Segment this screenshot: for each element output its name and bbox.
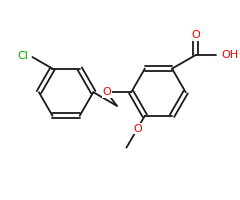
Text: O: O bbox=[134, 124, 142, 134]
Text: Cl: Cl bbox=[18, 51, 29, 61]
Text: O: O bbox=[102, 87, 111, 97]
Text: OH: OH bbox=[221, 50, 238, 60]
Text: O: O bbox=[191, 30, 200, 40]
